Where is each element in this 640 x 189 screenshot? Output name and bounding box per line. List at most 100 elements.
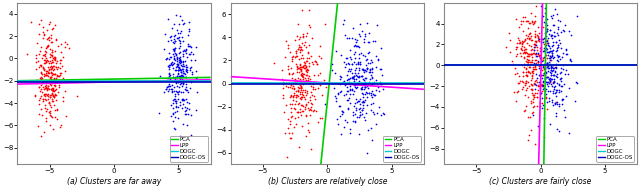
Point — [520, 51, 530, 54]
Point — [532, 92, 542, 95]
Point — [541, 30, 551, 33]
Point — [358, 87, 369, 90]
Point — [294, 45, 304, 48]
Point — [533, 53, 543, 56]
Point — [532, 49, 542, 52]
Point — [283, 126, 293, 129]
Point — [48, 94, 58, 97]
Point — [348, 119, 358, 122]
Point — [552, 75, 563, 78]
Point — [525, 129, 536, 132]
Point — [295, 48, 305, 51]
Point — [547, 34, 557, 37]
Point — [524, 58, 534, 61]
Point — [548, 13, 558, 16]
Point — [527, 55, 538, 58]
Point — [191, 109, 201, 112]
Point — [520, 48, 531, 51]
X-axis label: (b) Clusters are relatively close: (b) Clusters are relatively close — [268, 177, 387, 186]
Point — [39, 58, 49, 61]
Point — [353, 61, 363, 64]
Point — [337, 109, 348, 112]
Point — [533, 60, 543, 63]
Point — [47, 50, 57, 53]
Point — [522, 20, 532, 23]
Point — [289, 125, 299, 128]
Point — [331, 49, 341, 52]
Point — [530, 83, 540, 86]
Point — [525, 36, 536, 40]
Point — [541, 62, 552, 65]
Point — [528, 101, 538, 104]
Point — [540, 49, 550, 52]
Point — [38, 31, 48, 34]
Point — [541, 40, 552, 43]
Point — [534, 55, 544, 58]
Point — [536, 48, 547, 51]
Point — [45, 52, 55, 55]
Point — [525, 53, 536, 56]
Point — [50, 72, 60, 75]
Point — [535, 91, 545, 94]
Point — [166, 56, 176, 59]
Point — [353, 99, 363, 102]
Point — [529, 64, 540, 67]
Point — [376, 83, 386, 86]
Point — [342, 120, 352, 123]
Point — [538, 72, 548, 75]
Point — [180, 48, 191, 51]
Point — [42, 46, 52, 49]
Point — [166, 89, 177, 92]
Point — [329, 87, 339, 90]
Point — [301, 65, 312, 68]
Point — [52, 45, 63, 48]
Point — [515, 40, 525, 43]
Point — [174, 90, 184, 93]
Point — [300, 77, 310, 80]
Point — [538, 59, 548, 62]
Point — [366, 73, 376, 76]
Point — [54, 84, 64, 87]
Point — [191, 69, 202, 72]
Point — [289, 94, 299, 97]
Point — [45, 55, 55, 58]
Point — [294, 67, 305, 70]
Point — [543, 63, 554, 66]
Point — [520, 66, 531, 69]
Point — [298, 53, 308, 57]
Point — [520, 16, 530, 19]
Point — [163, 76, 173, 79]
Point — [47, 64, 58, 67]
Point — [532, 52, 543, 55]
Point — [51, 65, 61, 68]
Legend: PCA, LPP, DOGC, DOGC-OS: PCA, LPP, DOGC, DOGC-OS — [596, 136, 634, 161]
Point — [347, 77, 357, 80]
Point — [538, 56, 548, 59]
Point — [543, 67, 554, 70]
Point — [279, 111, 289, 114]
Point — [526, 60, 536, 63]
Point — [528, 67, 538, 70]
Point — [46, 53, 56, 56]
Point — [174, 85, 184, 88]
Point — [511, 47, 521, 50]
Point — [540, 67, 550, 70]
Point — [179, 75, 189, 78]
Point — [298, 103, 308, 106]
Point — [48, 99, 58, 102]
Point — [40, 74, 51, 77]
Point — [43, 72, 53, 75]
Point — [174, 22, 184, 26]
Point — [514, 26, 524, 29]
Point — [339, 61, 349, 64]
Point — [43, 98, 53, 101]
Point — [40, 55, 51, 58]
Point — [344, 88, 355, 91]
Point — [47, 128, 58, 131]
Point — [527, 76, 537, 79]
Point — [52, 108, 62, 111]
Point — [522, 74, 532, 77]
Point — [51, 38, 61, 41]
Point — [540, 56, 550, 59]
Point — [531, 40, 541, 43]
